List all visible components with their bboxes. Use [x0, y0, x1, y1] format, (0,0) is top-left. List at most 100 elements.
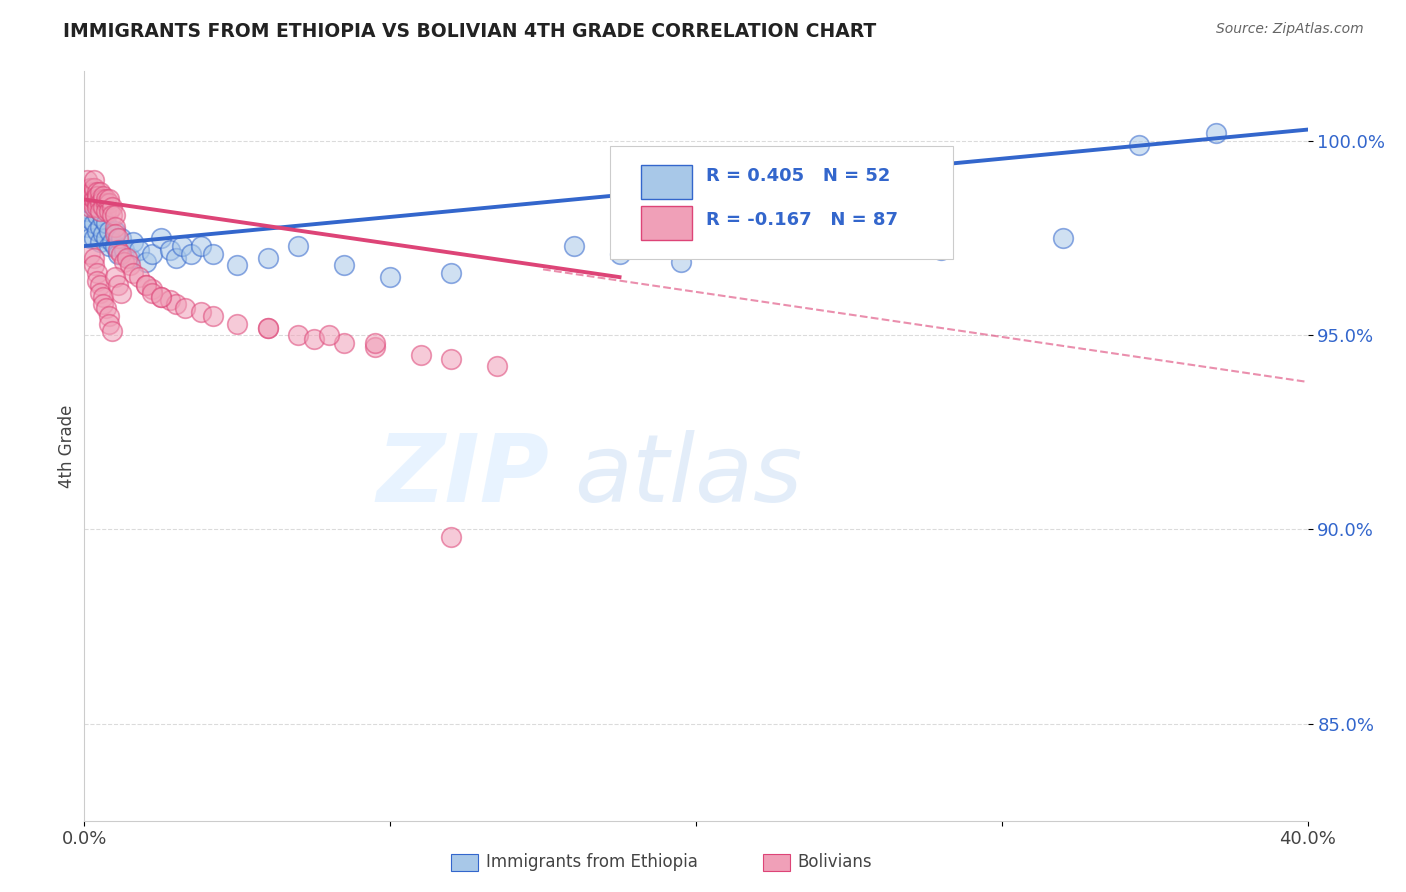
Point — [76, 193, 98, 207]
Point — [91, 211, 114, 226]
Point — [440, 351, 463, 366]
Point — [318, 328, 340, 343]
Point — [172, 239, 194, 253]
Point — [97, 239, 120, 253]
Point — [86, 196, 108, 211]
Point — [364, 340, 387, 354]
Point — [287, 328, 309, 343]
Point — [83, 185, 105, 199]
Point — [86, 193, 108, 207]
Bar — [451, 855, 478, 871]
Point — [86, 208, 108, 222]
Point — [159, 243, 181, 257]
Point — [257, 320, 280, 334]
Point — [94, 204, 117, 219]
Point — [94, 196, 117, 211]
Point — [79, 188, 101, 202]
Point — [79, 211, 101, 226]
Point — [115, 251, 138, 265]
FancyBboxPatch shape — [610, 146, 953, 259]
Point — [83, 181, 105, 195]
Point — [141, 285, 163, 300]
Point — [201, 247, 224, 261]
Point — [83, 259, 105, 273]
Point — [128, 243, 150, 257]
Point — [89, 185, 111, 199]
Point — [86, 200, 108, 214]
Point — [97, 317, 120, 331]
Text: atlas: atlas — [574, 431, 801, 522]
Point — [141, 247, 163, 261]
Point — [1052, 231, 1074, 245]
Point — [486, 359, 509, 374]
Point — [89, 235, 111, 250]
Point — [107, 231, 129, 245]
Text: IMMIGRANTS FROM ETHIOPIA VS BOLIVIAN 4TH GRADE CORRELATION CHART: IMMIGRANTS FROM ETHIOPIA VS BOLIVIAN 4TH… — [63, 22, 876, 41]
Point — [86, 193, 108, 207]
Point — [107, 277, 129, 292]
Point — [1205, 127, 1227, 141]
Point — [97, 223, 120, 237]
Point — [79, 200, 101, 214]
Point — [104, 270, 127, 285]
Point — [107, 243, 129, 257]
Point — [112, 243, 135, 257]
Text: ZIP: ZIP — [377, 430, 550, 522]
Point — [97, 196, 120, 211]
Point — [94, 193, 117, 207]
Point — [159, 293, 181, 308]
Point — [79, 185, 101, 199]
Point — [104, 223, 127, 237]
Point — [89, 196, 111, 211]
Point — [83, 216, 105, 230]
Point — [669, 254, 692, 268]
Point — [76, 219, 98, 234]
Point — [104, 219, 127, 234]
Point — [101, 325, 124, 339]
Point — [149, 289, 172, 303]
Point — [86, 266, 108, 280]
Point — [104, 208, 127, 222]
Point — [201, 309, 224, 323]
Point — [112, 254, 135, 268]
Point — [83, 193, 105, 207]
Bar — [763, 855, 790, 871]
Point — [1128, 138, 1150, 153]
Point — [97, 193, 120, 207]
Point — [110, 247, 132, 261]
Point — [128, 270, 150, 285]
Point — [91, 200, 114, 214]
Text: Source: ZipAtlas.com: Source: ZipAtlas.com — [1216, 22, 1364, 37]
Point — [287, 239, 309, 253]
Point — [149, 231, 172, 245]
Point — [104, 239, 127, 253]
Point — [101, 200, 124, 214]
Point — [83, 181, 105, 195]
Point — [86, 188, 108, 202]
Point — [302, 332, 325, 346]
Point — [91, 227, 114, 242]
Point — [86, 274, 108, 288]
Point — [86, 188, 108, 202]
Point — [83, 251, 105, 265]
Point — [135, 277, 157, 292]
Point — [226, 259, 249, 273]
Point — [364, 336, 387, 351]
Point — [76, 185, 98, 199]
Point — [190, 305, 212, 319]
Point — [97, 204, 120, 219]
Point — [91, 193, 114, 207]
Point — [929, 243, 952, 257]
Point — [83, 196, 105, 211]
Point — [141, 282, 163, 296]
Point — [110, 285, 132, 300]
Point — [609, 247, 631, 261]
Point — [149, 289, 172, 303]
Point — [120, 251, 142, 265]
Point — [409, 348, 432, 362]
Point — [83, 200, 105, 214]
Point — [190, 239, 212, 253]
Point — [83, 231, 105, 245]
Point — [101, 235, 124, 250]
Point — [333, 336, 356, 351]
